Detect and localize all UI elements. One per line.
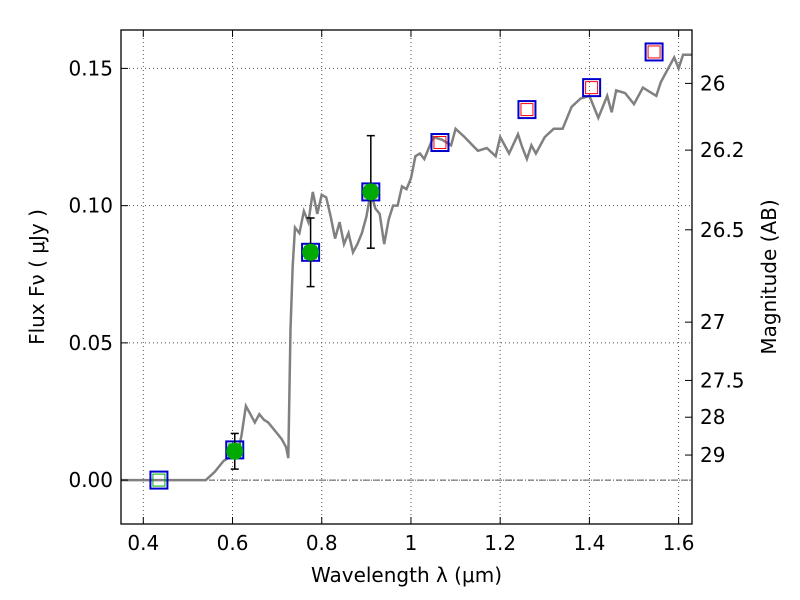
x-tick-label: 0.4 (127, 531, 159, 555)
y2-axis-label: Magnitude (AB) (757, 199, 781, 354)
y2-tick-label: 26.5 (700, 218, 745, 242)
observed-point (362, 183, 380, 201)
y-tick-label: 0.15 (68, 56, 113, 80)
y-tick-label: 0.10 (68, 194, 113, 218)
y-axis-label: Flux Fν ( μJy ) (25, 209, 49, 345)
x-tick-label: 1.4 (573, 531, 605, 555)
y2-tick-label: 29 (700, 443, 725, 467)
model-marker-inner (647, 45, 661, 59)
plot-frame (120, 29, 693, 525)
model-marker-outer (517, 100, 537, 120)
x-tick-label: 0.6 (217, 531, 249, 555)
x-tick-label: 1 (405, 531, 418, 555)
x-axis-label: Wavelength λ (μm) (311, 563, 502, 587)
model-marker-inner (585, 81, 599, 95)
y2-tick-label: 27 (700, 310, 725, 334)
model-marker-inner (520, 103, 534, 117)
model-marker-inner (152, 473, 166, 487)
observed-point (226, 442, 244, 460)
model-marker-inner (433, 136, 447, 150)
y2-tick-label: 26 (700, 71, 725, 95)
x-tick-label: 1.6 (663, 531, 695, 555)
y-tick-label: 0.00 (68, 468, 113, 492)
model-marker-outer (644, 42, 664, 62)
tick-labels: 0.4 0.6 0.8 1 1.2 1.4 1.6 0.00 0.05 0.10 0.15 26 26.… (68, 56, 744, 555)
y2-tick-label: 27.5 (700, 368, 745, 392)
observed-points (226, 134, 380, 470)
y2-tick-label: 28 (700, 405, 725, 429)
observed-point (302, 243, 320, 261)
model-marker-outer (582, 78, 602, 98)
y-tick-label: 0.05 (68, 331, 113, 355)
model-marker-outer (149, 470, 169, 490)
y2-tick-label: 26.2 (700, 138, 745, 162)
axis-ticks (121, 30, 692, 524)
x-tick-label: 0.8 (306, 531, 338, 555)
x-tick-label: 1.2 (484, 531, 516, 555)
model-marker-outer (430, 133, 450, 153)
